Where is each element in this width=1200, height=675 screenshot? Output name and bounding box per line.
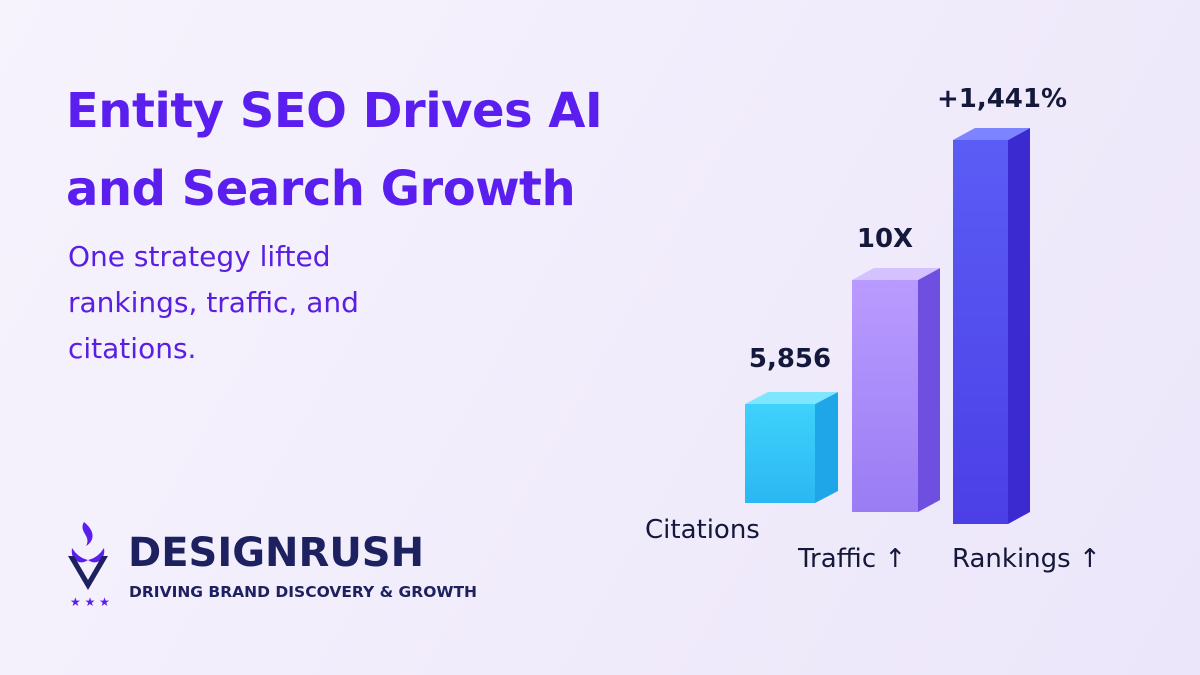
logo-icon: ★ ★ ★ [68, 522, 110, 609]
category-label: Rankings ↑ [952, 544, 1101, 574]
bar-citations [745, 392, 838, 503]
logo-name: DESIGNRUSH [128, 530, 424, 576]
value-label: 10X [857, 224, 913, 254]
category-label: Traffic ↑ [797, 544, 906, 574]
subtitle: One strategy lifted rankings, traffic, a… [68, 240, 359, 365]
bar-rankings [953, 128, 1030, 524]
value-label: 5,856 [749, 344, 831, 374]
title: Entity SEO Drives AI and Search Growth [66, 83, 603, 217]
bar-traffic [852, 268, 940, 512]
value-label: +1,441% [937, 84, 1067, 114]
logo-tagline: DRIVING BRAND DISCOVERY & GROWTH [129, 583, 477, 601]
svg-text:★ ★ ★: ★ ★ ★ [70, 595, 110, 609]
category-label: Citations [645, 515, 760, 545]
